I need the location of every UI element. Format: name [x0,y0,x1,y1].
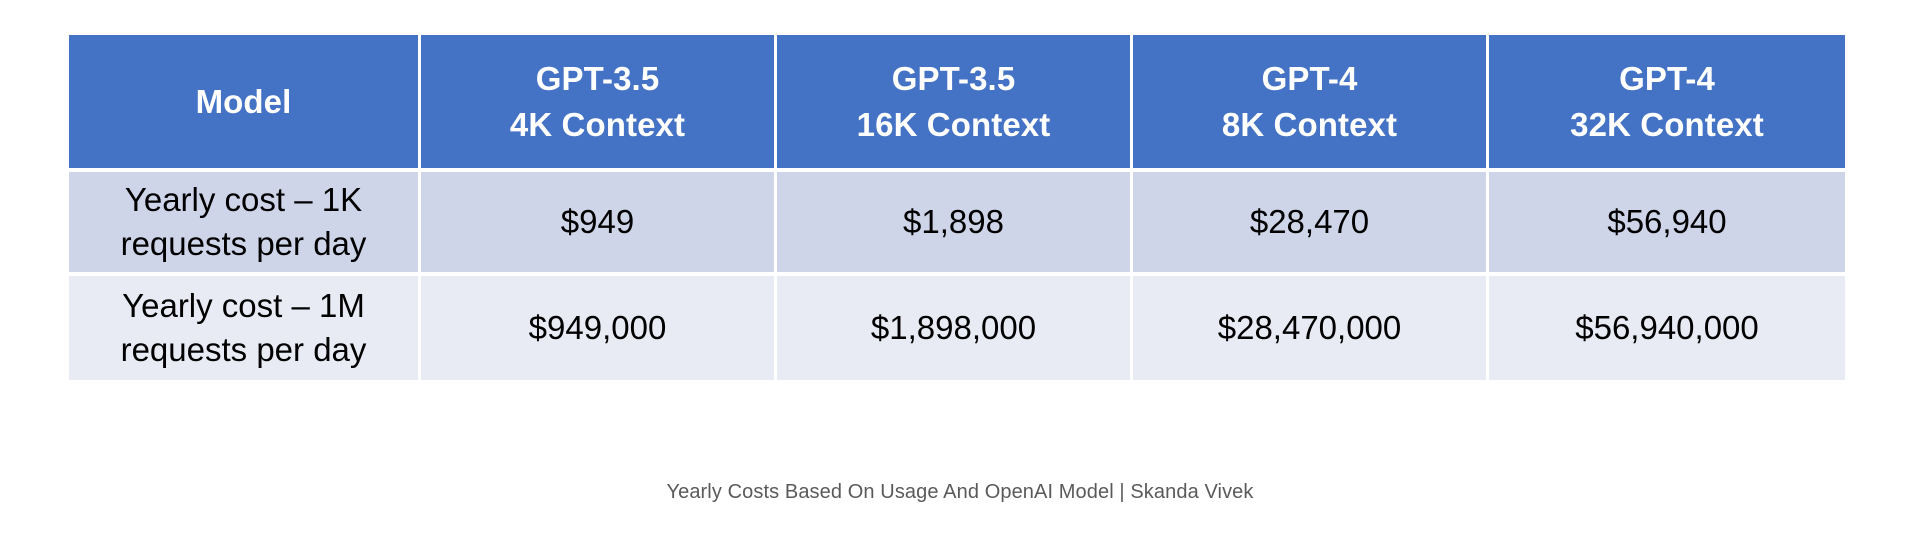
cell-1k-gpt35-4k: $949 [421,172,777,276]
cost-table: Model GPT-3.5 4K Context GPT-3.5 16K Con… [69,35,1845,380]
column-header-gpt35-4k: GPT-3.5 4K Context [421,35,777,172]
column-header-gpt4-8k-line2: 8K Context [1221,105,1398,143]
row-label-1k-line2: requests per day [120,225,367,262]
column-header-model: Model [69,35,421,172]
cell-1m-gpt4-32k: $56,940,000 [1489,276,1845,380]
column-header-model-line1: Model [195,82,292,120]
cell-1k-gpt4-8k: $28,470 [1133,172,1489,276]
table-header-row: Model GPT-3.5 4K Context GPT-3.5 16K Con… [69,35,1845,172]
table-header: Model GPT-3.5 4K Context GPT-3.5 16K Con… [69,35,1845,172]
row-label-1m: Yearly cost – 1M requests per day [69,276,421,380]
column-header-gpt35-4k-line1: GPT-3.5 [535,59,660,97]
row-label-1k-line1: Yearly cost – 1K [124,181,363,219]
row-label-1m-line1: Yearly cost – 1M [122,287,365,325]
cell-1m-gpt35-16k: $1,898,000 [777,276,1133,380]
column-header-gpt4-32k-line2: 32K Context [1570,105,1764,143]
table-body: Yearly cost – 1K requests per day $949 $… [69,172,1845,380]
column-header-gpt4-8k: GPT-4 8K Context [1133,35,1489,172]
column-header-gpt4-32k: GPT-4 32K Context [1489,35,1845,172]
cell-1m-gpt4-8k: $28,470,000 [1133,276,1489,380]
figure-caption: Yearly Costs Based On Usage And OpenAI M… [666,481,1254,503]
row-label-1m-line2: requests per day [120,331,367,368]
column-header-gpt35-16k-line2: 16K Context [856,105,1051,143]
column-header-gpt35-4k-line2: 4K Context [509,105,686,143]
row-label-1k: Yearly cost – 1K requests per day [69,172,421,276]
column-header-gpt35-16k: GPT-3.5 16K Context [777,35,1133,172]
column-header-gpt4-8k-line1: GPT-4 [1261,59,1358,97]
cell-1m-gpt35-4k: $949,000 [421,276,777,380]
table-row: Yearly cost – 1M requests per day $949,0… [69,276,1845,380]
cell-1k-gpt35-16k: $1,898 [777,172,1133,276]
table-row: Yearly cost – 1K requests per day $949 $… [69,172,1845,276]
column-header-gpt4-32k-line1: GPT-4 [1619,59,1715,97]
cost-table-container: Model GPT-3.5 4K Context GPT-3.5 16K Con… [69,35,1845,380]
column-header-gpt35-16k-line1: GPT-3.5 [891,59,1016,97]
cell-1k-gpt4-32k: $56,940 [1489,172,1845,276]
